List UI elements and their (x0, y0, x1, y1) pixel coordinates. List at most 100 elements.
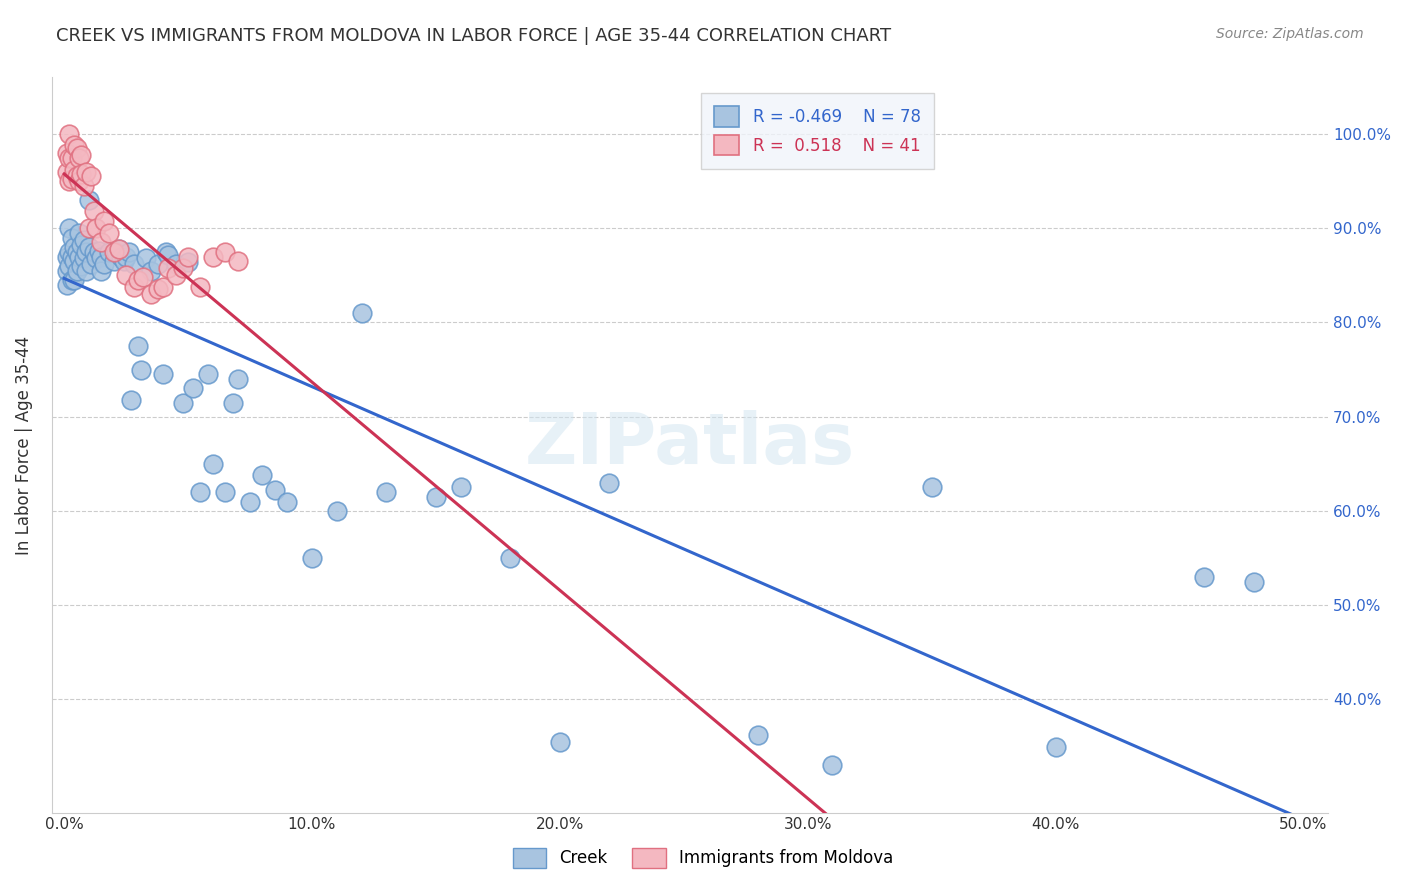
Point (821, 758, 844, 772)
Point (157, 247, 180, 261)
Point (548, 735, 571, 749)
Point (276, 494, 298, 508)
Point (107, 242, 129, 256)
Point (93, 257, 115, 271)
Point (450, 480, 472, 494)
Point (55, 263, 77, 277)
Point (1045, 739, 1067, 754)
Text: ZIPatlas: ZIPatlas (524, 410, 855, 480)
Point (214, 485, 236, 500)
Point (55, 145, 77, 160)
Point (63, 240, 86, 254)
Legend: R = -0.469    N = 78, R =  0.518    N = 41: R = -0.469 N = 78, R = 0.518 N = 41 (702, 93, 934, 169)
Point (181, 381, 204, 395)
Point (70, 238, 93, 252)
Point (132, 270, 155, 285)
Point (97, 226, 120, 240)
Point (60, 151, 83, 165)
Point (70, 167, 93, 181)
Point (110, 250, 132, 264)
Point (499, 551, 522, 566)
Point (83, 204, 105, 219)
Point (350, 306, 373, 320)
Point (70, 147, 93, 161)
Point (103, 244, 125, 259)
Point (58, 174, 80, 188)
Point (197, 368, 219, 382)
Point (747, 728, 769, 742)
Point (73, 178, 96, 193)
Y-axis label: In Labor Force | Age 35-44: In Labor Force | Age 35-44 (15, 335, 32, 555)
Point (58, 151, 80, 165)
Point (120, 392, 142, 407)
Point (112, 254, 135, 268)
Point (63, 138, 86, 153)
Point (60, 172, 83, 186)
Point (1243, 574, 1265, 589)
Point (107, 242, 129, 256)
Point (165, 257, 187, 271)
Point (67, 151, 90, 165)
Point (80, 257, 103, 271)
Point (115, 268, 138, 283)
Point (326, 504, 349, 518)
Point (103, 254, 125, 268)
Point (135, 252, 157, 266)
Point (86, 221, 108, 235)
Point (63, 273, 86, 287)
Point (77, 240, 100, 254)
Point (190, 279, 212, 293)
Point (73, 252, 96, 266)
Point (139, 287, 162, 301)
Point (60, 250, 83, 264)
Point (122, 279, 145, 293)
Point (226, 372, 249, 386)
Point (128, 339, 150, 353)
Point (301, 551, 323, 566)
Point (90, 235, 112, 250)
Point (67, 250, 90, 264)
Point (190, 485, 212, 500)
Point (425, 490, 447, 504)
Point (63, 162, 86, 177)
Point (65, 169, 87, 184)
Point (221, 395, 243, 409)
Point (598, 475, 620, 490)
Point (93, 213, 115, 227)
Point (83, 244, 105, 259)
Point (67, 174, 90, 188)
Point (263, 483, 285, 498)
Point (177, 250, 200, 264)
Point (128, 273, 150, 287)
Point (148, 283, 170, 297)
Point (152, 279, 174, 293)
Point (152, 368, 174, 382)
Point (86, 252, 108, 266)
Point (90, 250, 112, 264)
Point (55, 164, 77, 178)
Point (75, 263, 97, 277)
Point (70, 259, 93, 273)
Point (65, 244, 87, 259)
Point (55, 250, 77, 264)
Point (115, 250, 138, 264)
Point (239, 494, 262, 508)
Point (75, 244, 97, 259)
Point (172, 395, 194, 409)
Point (75, 164, 97, 178)
Point (122, 257, 145, 271)
Point (375, 485, 398, 500)
Point (201, 250, 224, 264)
Legend: Creek, Immigrants from Moldova: Creek, Immigrants from Moldova (506, 841, 900, 875)
Point (77, 193, 100, 207)
Point (226, 254, 249, 268)
Point (60, 230, 83, 244)
Point (87, 244, 110, 258)
Point (67, 226, 90, 240)
Point (157, 260, 180, 275)
Point (80, 169, 103, 184)
Point (1192, 570, 1215, 584)
Point (165, 268, 187, 283)
Point (65, 141, 87, 155)
Point (90, 263, 112, 277)
